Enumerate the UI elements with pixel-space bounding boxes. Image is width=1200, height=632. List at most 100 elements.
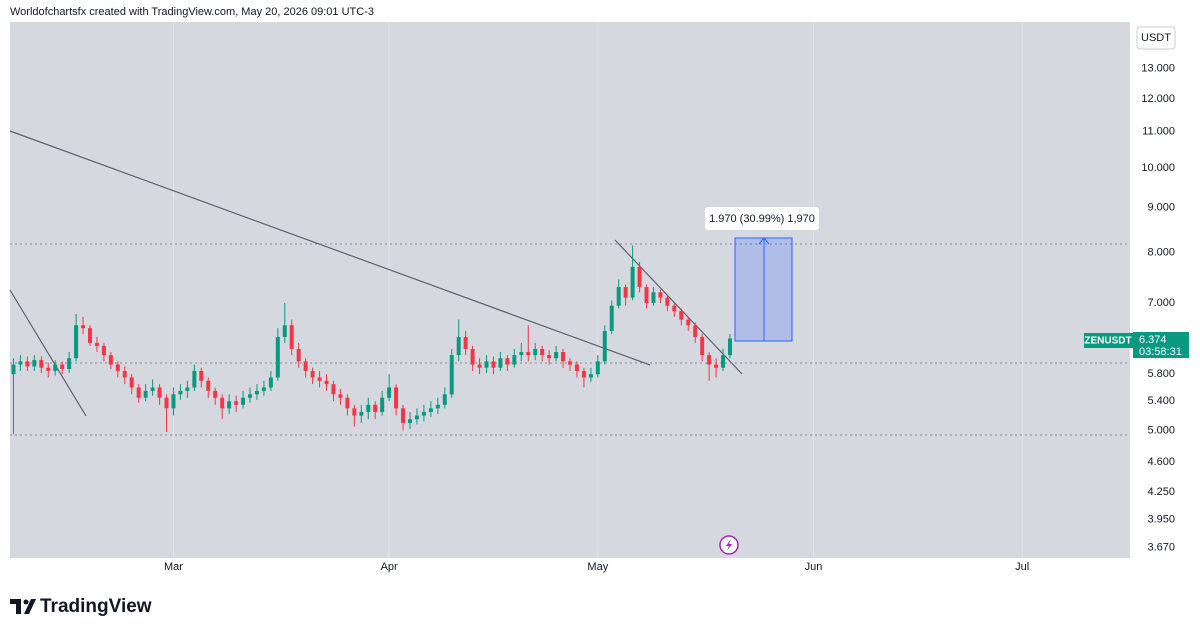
logo: TradingView <box>10 596 152 617</box>
candle-body <box>519 352 524 356</box>
candle-body <box>470 348 475 365</box>
candle-body <box>463 336 468 349</box>
candle-body <box>665 297 670 306</box>
candle-body <box>171 394 176 409</box>
candle-body <box>554 352 559 359</box>
candle-body <box>540 348 545 356</box>
trendline <box>614 239 743 375</box>
candle-body <box>408 419 412 423</box>
candle-body <box>129 377 134 388</box>
candle-body <box>651 292 656 303</box>
candle-body <box>18 361 23 365</box>
candle-body <box>206 380 211 391</box>
candle-body <box>143 390 148 398</box>
candle-body <box>150 387 155 391</box>
candle-body <box>707 355 712 365</box>
candle-body <box>115 364 120 371</box>
y-tick-label: 9.000 <box>1147 202 1175 214</box>
countdown: 03:58:31 <box>1139 346 1182 358</box>
candle-body <box>630 266 635 298</box>
x-tick-label: Apr <box>381 561 398 573</box>
candle-body <box>338 394 343 398</box>
candle-body <box>442 394 447 405</box>
candle-body <box>310 370 315 378</box>
candle-body <box>352 408 357 416</box>
candle-body <box>108 355 113 365</box>
header: Worldofchartsfx created with TradingView… <box>10 6 374 18</box>
last-price: 6.374 <box>1139 334 1167 346</box>
candles <box>11 245 732 435</box>
candle-body <box>574 364 579 371</box>
y-tick-label: 12.000 <box>1141 93 1175 105</box>
measure-arrowhead <box>758 237 770 245</box>
candle-body <box>435 404 440 409</box>
y-tick-label: 5.800 <box>1147 368 1175 380</box>
candle-body <box>32 360 37 367</box>
candle-body <box>421 411 426 416</box>
candle-body <box>672 305 677 312</box>
candle-body <box>185 387 190 391</box>
candle-body <box>25 361 30 367</box>
currency-box[interactable] <box>1136 26 1176 50</box>
candle-body <box>595 361 600 375</box>
y-tick-label: 4.250 <box>1147 486 1175 498</box>
candle-body <box>192 370 197 388</box>
logo-dot <box>23 599 29 605</box>
candle-body <box>686 319 691 326</box>
x-tick-label: May <box>587 561 608 573</box>
candle-body <box>373 404 378 412</box>
x-axis: Mar Apr May Jun Jul <box>164 561 1029 573</box>
candle-body <box>679 311 684 320</box>
y-axis: 3.670 3.950 4.250 4.600 5.000 5.400 5.800 7.000… <box>1141 62 1175 553</box>
candle-body <box>380 397 385 412</box>
symbol-label: ZENUSDT <box>1084 336 1131 347</box>
candle-body <box>637 266 642 288</box>
candle-body <box>324 380 329 385</box>
y-tick-label: 3.950 <box>1147 514 1175 526</box>
candle-body <box>491 361 496 368</box>
candle-body <box>623 287 628 298</box>
candle-body <box>428 408 433 412</box>
candle-body <box>101 345 106 356</box>
candle-body <box>477 364 482 368</box>
candle-body <box>401 408 406 423</box>
candle-body <box>122 370 127 378</box>
candle-body <box>275 336 280 378</box>
candle-body <box>282 325 287 337</box>
last-price-bg <box>1133 332 1189 358</box>
symbol-label-bg <box>1084 333 1133 348</box>
candle-body <box>11 364 16 375</box>
drawings <box>9 130 743 417</box>
candle-body <box>644 287 649 303</box>
candle-body <box>303 361 308 371</box>
measure-label-bg <box>705 207 819 230</box>
icon-bolt <box>726 539 732 551</box>
x-tick-label: Mar <box>164 561 183 573</box>
candle-body <box>60 364 65 370</box>
candle-body <box>227 401 232 409</box>
candle-body <box>234 401 239 405</box>
candle-body <box>394 387 399 409</box>
y-tick-label: 11.000 <box>1142 126 1175 138</box>
candle-body <box>359 411 364 416</box>
x-tick-label: Jun <box>805 561 823 573</box>
candle-body <box>74 325 79 359</box>
candle-body <box>178 390 183 395</box>
y-tick-label: 4.600 <box>1147 456 1175 468</box>
candle-body <box>533 348 538 356</box>
candle-body <box>67 358 72 370</box>
candle-body <box>88 328 92 343</box>
logo-mark <box>10 599 36 614</box>
candle-body <box>526 352 531 356</box>
price-axis-bg <box>1130 22 1200 558</box>
y-tick-label: 13.000 <box>1141 62 1175 74</box>
candle-body <box>721 355 726 368</box>
candle-body <box>561 352 566 362</box>
candle-body <box>81 325 86 329</box>
candle-body <box>581 370 586 378</box>
candle-body <box>254 390 259 395</box>
candle-body <box>414 415 419 420</box>
candle-body <box>498 358 503 368</box>
candle-body <box>261 387 266 391</box>
